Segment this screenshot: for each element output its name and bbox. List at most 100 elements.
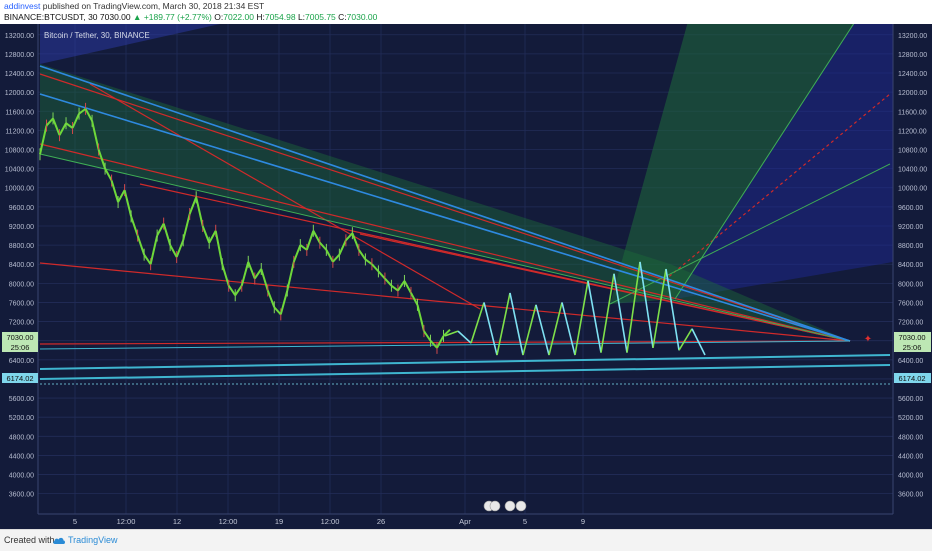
y-tick-label-right: 13200.00 — [898, 33, 927, 40]
event-marker-icon[interactable] — [504, 500, 516, 512]
high-value: 7054.98 — [264, 12, 296, 22]
price-segment — [117, 189, 126, 203]
y-tick-label-right: 10400.00 — [898, 167, 927, 174]
price-segment — [97, 149, 107, 169]
price-segment — [123, 189, 133, 217]
price-segment — [319, 242, 328, 251]
price-segment — [377, 270, 386, 280]
zigzag-segment — [444, 330, 459, 337]
right-axis-panel — [893, 24, 932, 529]
projected-zigzag — [444, 261, 706, 356]
countdown-tag-left: 25:06 — [2, 342, 38, 352]
x-tick-label: 12:00 — [321, 517, 340, 526]
price-segment — [234, 285, 243, 296]
price-segment — [84, 108, 93, 122]
y-tick-label-right: 11200.00 — [898, 128, 927, 135]
price-segment — [156, 223, 165, 237]
tradingview-cloud-icon — [53, 537, 65, 544]
y-tick-label-left: 4800.00 — [9, 434, 34, 441]
price-segment — [195, 197, 204, 227]
price-series — [39, 102, 451, 354]
event-markers[interactable] — [483, 500, 527, 512]
y-tick-label-left: 4400.00 — [9, 453, 34, 460]
zigzag-segment — [691, 328, 706, 356]
last-price-tag-right: 7030.00 — [894, 332, 931, 342]
low-label: L: — [297, 12, 306, 22]
y-tick-label-left: 11600.00 — [5, 109, 34, 116]
y-tick-label-left: 10800.00 — [5, 148, 34, 155]
y-tick-label-right: 3600.00 — [898, 492, 923, 499]
zigzag-segment — [509, 292, 524, 356]
price-segment — [416, 304, 425, 332]
y-tick-label-right: 12000.00 — [898, 90, 927, 97]
symbol-label: BINANCE:BTCUSDT, 30 — [4, 12, 98, 22]
zigzag-segment — [561, 302, 576, 356]
y-tick-label-right: 9600.00 — [898, 205, 923, 212]
price-segment — [188, 196, 198, 215]
footer-bar: Created with TradingView — [0, 529, 932, 551]
event-marker-icon[interactable] — [515, 500, 527, 512]
zigzag-segment — [613, 273, 628, 353]
zigzag-segment — [678, 328, 693, 351]
tradingview-brand[interactable]: TradingView — [68, 535, 118, 545]
y-tick-label-left: 10000.00 — [5, 186, 34, 193]
y-tick-label-left: 5600.00 — [9, 396, 34, 403]
price-segment — [260, 268, 269, 291]
up-arrow-icon: ▲ — [133, 12, 142, 22]
last-price-tag-right-text: 7030.00 — [898, 333, 925, 342]
zigzag-segment — [496, 292, 511, 356]
price-segment — [175, 239, 185, 258]
price-segment — [169, 244, 178, 258]
countdown-tag-left-text: 25:06 — [11, 343, 30, 352]
price-segment — [397, 280, 406, 292]
price-segment — [410, 292, 419, 306]
price-segment — [345, 232, 354, 241]
countdown-tag-right-text: 25:06 — [903, 343, 922, 352]
zigzag-segment — [522, 304, 537, 356]
price-segment — [227, 285, 237, 296]
close-value: 7030.00 — [346, 12, 378, 22]
price-segment — [247, 261, 256, 279]
x-tick-label: 12:00 — [219, 517, 238, 526]
x-tick-label: 9 — [581, 517, 585, 526]
price-segment — [273, 306, 282, 316]
price-segment — [292, 244, 302, 263]
price-marker-icon: ✦ — [864, 334, 872, 345]
price-segment — [358, 249, 367, 261]
high-label: H: — [256, 12, 265, 22]
price-segment — [208, 230, 217, 244]
price-segment — [403, 280, 412, 294]
y-tick-label-right: 7200.00 — [898, 320, 923, 327]
price-segment — [253, 268, 263, 280]
zigzag-segment — [574, 280, 589, 356]
y-tick-label-left: 9600.00 — [9, 205, 34, 212]
x-tick-label: 19 — [275, 517, 283, 526]
price-segment — [52, 118, 61, 136]
level-tag-left: 6174.02 — [2, 373, 38, 383]
price-segment — [221, 263, 230, 287]
chart-area[interactable]: 3600.00 3600.00 4000.00 4000.00 4400.00 4400.… — [0, 13, 932, 529]
price-segment — [325, 249, 334, 263]
price-segment — [266, 290, 276, 308]
price-segment — [371, 263, 380, 273]
price-change: +189.77 (+2.77%) — [143, 12, 212, 22]
y-tick-label-right: 4800.00 — [898, 434, 923, 441]
price-segment — [65, 122, 74, 129]
level-tag-left-text: 6174.02 — [6, 374, 33, 383]
event-marker-icon[interactable] — [489, 500, 501, 512]
price-segment — [149, 235, 159, 265]
zigzag-segment — [626, 261, 641, 353]
author-link[interactable]: addinvest — [4, 1, 41, 11]
red-trend-lines — [39, 73, 891, 345]
level-tag-right: 6174.02 — [894, 373, 931, 383]
price-segment — [240, 261, 250, 286]
y-tick-label-right: 8400.00 — [898, 262, 923, 269]
y-tick-label-right: 10800.00 — [898, 148, 927, 155]
price-segment — [143, 254, 152, 265]
y-tick-label-left: 13200.00 — [5, 33, 34, 40]
price-chart[interactable]: 3600.00 3600.00 4000.00 4000.00 4400.00 4400.… — [0, 13, 932, 529]
x-tick-label: 12:00 — [117, 517, 136, 526]
price-segment — [384, 277, 393, 287]
blue-corner-fill — [40, 24, 220, 64]
price-segment — [104, 168, 113, 182]
